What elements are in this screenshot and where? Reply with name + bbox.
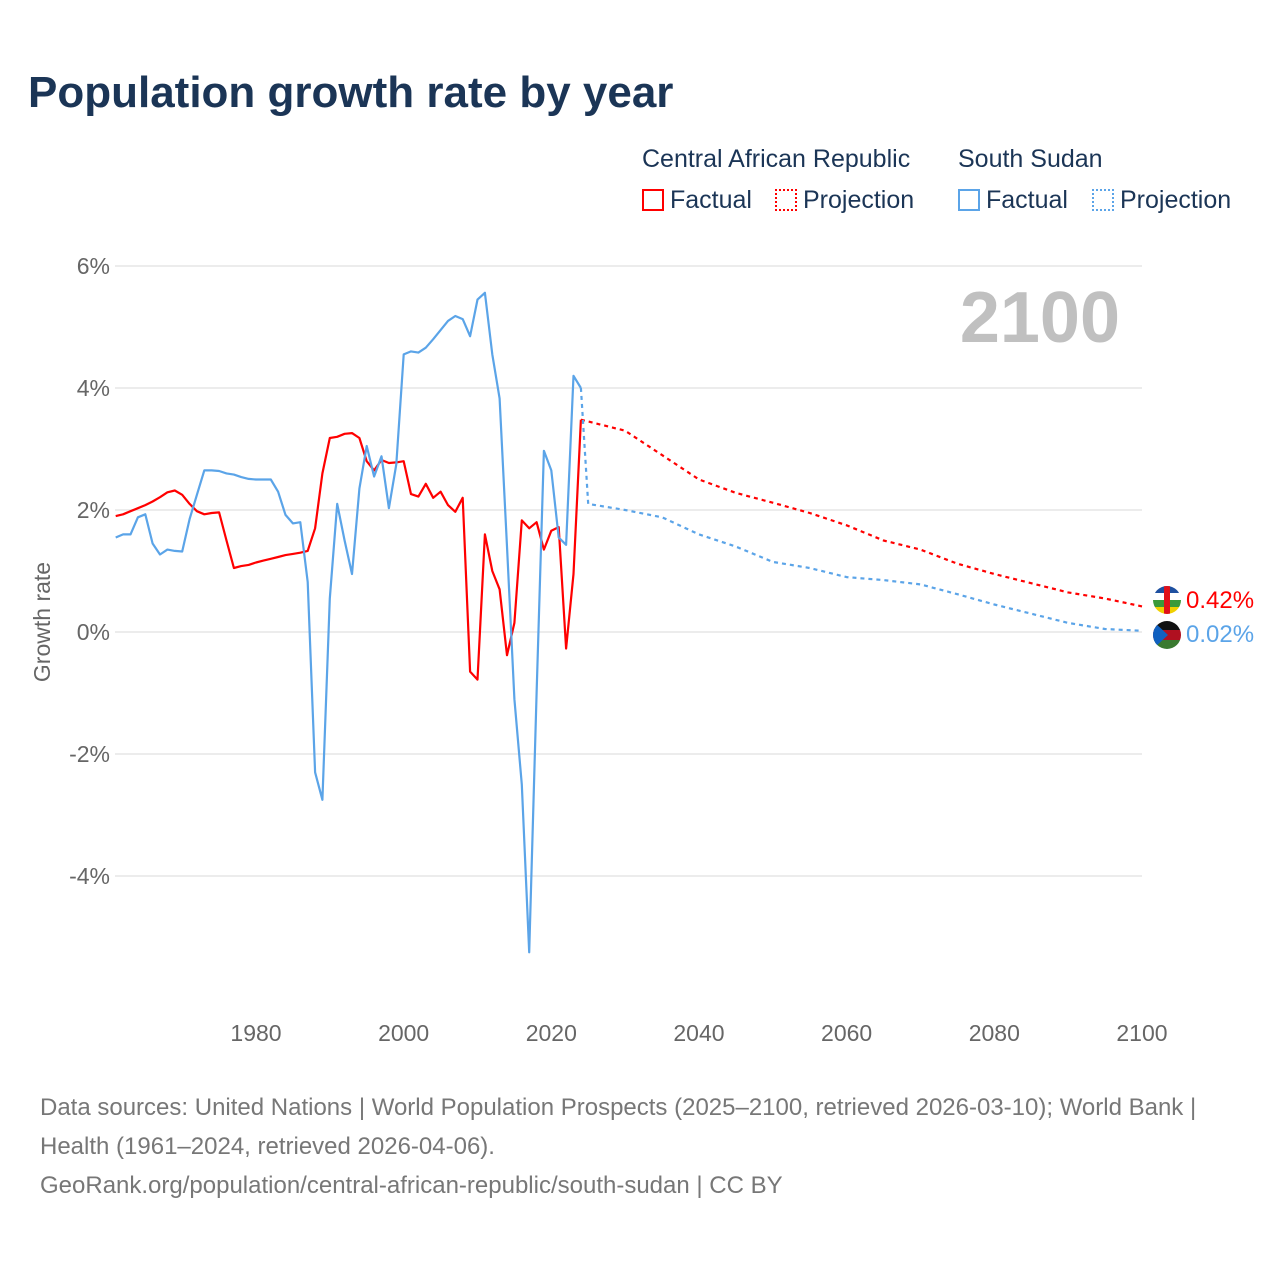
y-tick-label: 6%	[77, 253, 110, 279]
legend-label: Factual	[670, 186, 752, 214]
legend-ssd-factual[interactable]: Factual	[958, 186, 1068, 215]
series-line-factual	[115, 291, 582, 954]
y-tick-label: -4%	[69, 863, 110, 889]
legend-group-car: Central African Republic	[642, 145, 911, 173]
legend-label: Factual	[986, 186, 1068, 214]
end-label-car: 0.42%	[1186, 587, 1254, 614]
y-tick-label: 0%	[77, 619, 110, 645]
x-tick-label: 2000	[378, 1020, 429, 1046]
y-axis-label: Growth rate	[29, 562, 55, 682]
flag-car-icon	[1153, 586, 1181, 614]
x-tick-label: 2060	[821, 1020, 872, 1046]
legend-car-projection[interactable]: Projection	[775, 186, 914, 215]
series-line-projection	[580, 418, 1143, 608]
legend-group-ssd: South Sudan	[958, 145, 1103, 173]
source-note: Data sources: United Nations | World Pop…	[40, 1088, 1240, 1205]
source-line: Data sources: United Nations | World Pop…	[40, 1094, 1197, 1160]
flag-south-sudan-icon	[1153, 621, 1181, 649]
legend-label: Projection	[803, 186, 915, 214]
y-tick-label: 4%	[77, 375, 110, 401]
x-tick-label: 2040	[673, 1020, 724, 1046]
series-line-projection	[579, 387, 1143, 632]
legend-car-factual[interactable]: Factual	[642, 186, 752, 215]
y-tick-label: -2%	[69, 741, 110, 767]
x-tick-label: 1980	[230, 1020, 281, 1046]
x-tick-label: 2020	[526, 1020, 577, 1046]
y-tick-label: 2%	[77, 497, 110, 523]
legend-label: Projection	[1120, 186, 1232, 214]
source-link[interactable]: GeoRank.org/population/central-african-r…	[40, 1172, 783, 1199]
chart-title: Population growth rate by year	[28, 68, 674, 117]
legend-ssd-projection[interactable]: Projection	[1092, 186, 1231, 215]
year-watermark: 2100	[960, 278, 1120, 358]
x-tick-label: 2080	[969, 1020, 1020, 1046]
end-label-ssd: 0.02%	[1186, 621, 1254, 648]
x-tick-label: 2100	[1116, 1020, 1167, 1046]
